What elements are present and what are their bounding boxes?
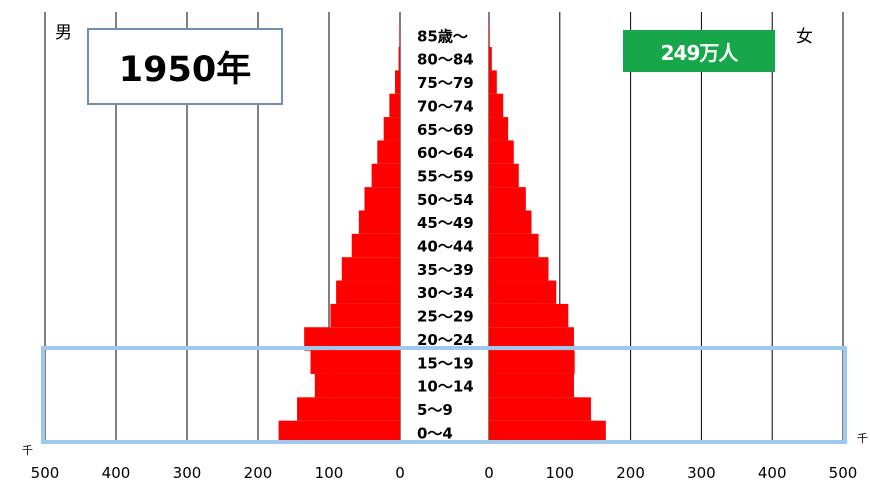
age-group-label: 85歳〜 (417, 27, 468, 45)
male-bars (278, 23, 400, 444)
bar-male (304, 327, 400, 351)
age-group-label: 80〜84 (417, 51, 474, 69)
unit-label-left: 千 (22, 444, 33, 457)
age-group-labels: 0〜4 5〜9 10〜14 15〜19 20〜24 25〜29 30〜34 35〜39 40〜4… (417, 27, 474, 442)
age-group-label: 45〜49 (417, 214, 474, 232)
age-group-label: 65〜69 (417, 121, 474, 139)
age-group-label: 0〜4 (417, 424, 453, 442)
male-side-label: 男 (55, 23, 72, 43)
year-label: 1950年 (87, 28, 283, 105)
bar-female (489, 280, 557, 304)
x-tick-label-right: 500 (829, 464, 858, 482)
age-group-label: 55〜59 (417, 167, 474, 185)
bar-female (489, 373, 574, 398)
bar-male (278, 420, 400, 444)
bar-female (489, 93, 504, 118)
age-group-label: 60〜64 (417, 144, 474, 162)
x-tick-label-right: 100 (545, 464, 574, 482)
bar-female (489, 140, 514, 164)
age-group-label: 10〜14 (417, 378, 474, 396)
bar-male (341, 257, 400, 281)
bar-male (310, 350, 400, 374)
bar-female (489, 420, 606, 444)
bar-female (489, 187, 526, 211)
bar-female (489, 23, 490, 48)
x-tick-label-right: 300 (687, 464, 716, 482)
bar-female (489, 70, 497, 94)
bar-female (489, 117, 509, 141)
x-tick-label-left: 0 (395, 464, 405, 482)
bar-female (489, 350, 575, 374)
age-group-label: 50〜54 (417, 191, 474, 209)
age-group-label: 20〜24 (417, 331, 474, 349)
x-tick-label-left: 200 (244, 464, 273, 482)
age-group-label: 70〜74 (417, 97, 474, 115)
bar-female (489, 210, 532, 234)
bar-male (399, 23, 400, 48)
bar-male (358, 210, 400, 234)
bar-female (489, 303, 569, 328)
bar-male (398, 47, 400, 71)
highlight-box (41, 346, 847, 444)
x-tick-label-right: 400 (758, 464, 787, 482)
unit-label-right: 千 (857, 432, 868, 445)
x-tick-label-left: 400 (102, 464, 131, 482)
bar-male (314, 373, 400, 398)
total-population-badge: 249万人 (623, 30, 775, 72)
bar-female (489, 163, 519, 188)
bar-male (351, 233, 400, 258)
x-tick-label-right: 0 (484, 464, 494, 482)
bar-female (489, 327, 574, 351)
bar-male (330, 303, 400, 328)
age-group-label: 35〜39 (417, 261, 474, 279)
age-group-label: 5〜9 (417, 401, 453, 419)
bar-male (389, 93, 400, 118)
x-tick-label-left: 100 (315, 464, 344, 482)
bar-male (383, 117, 400, 141)
female-side-label: 女 (796, 27, 813, 47)
age-group-label: 25〜29 (417, 308, 474, 326)
age-group-label: 30〜34 (417, 284, 474, 302)
age-group-label: 40〜44 (417, 238, 474, 256)
x-tick-label-left: 500 (31, 464, 60, 482)
age-group-label: 15〜19 (417, 354, 474, 372)
bar-female (489, 233, 539, 258)
bar-male (395, 70, 400, 94)
x-tick-label-right: 200 (616, 464, 645, 482)
bar-male (336, 280, 400, 304)
bar-female (489, 397, 591, 421)
bar-female (489, 257, 549, 281)
x-tick-label-left: 300 (173, 464, 202, 482)
age-group-label: 75〜79 (417, 74, 474, 92)
bar-male (364, 187, 400, 211)
x-tick-labels: 500 400 300 200 100 0 0 100 200 300 400 500 (31, 464, 858, 482)
female-bars (489, 23, 606, 444)
bar-male (297, 397, 400, 421)
bar-male (371, 163, 400, 188)
bar-female (489, 47, 492, 71)
bar-male (377, 140, 400, 164)
